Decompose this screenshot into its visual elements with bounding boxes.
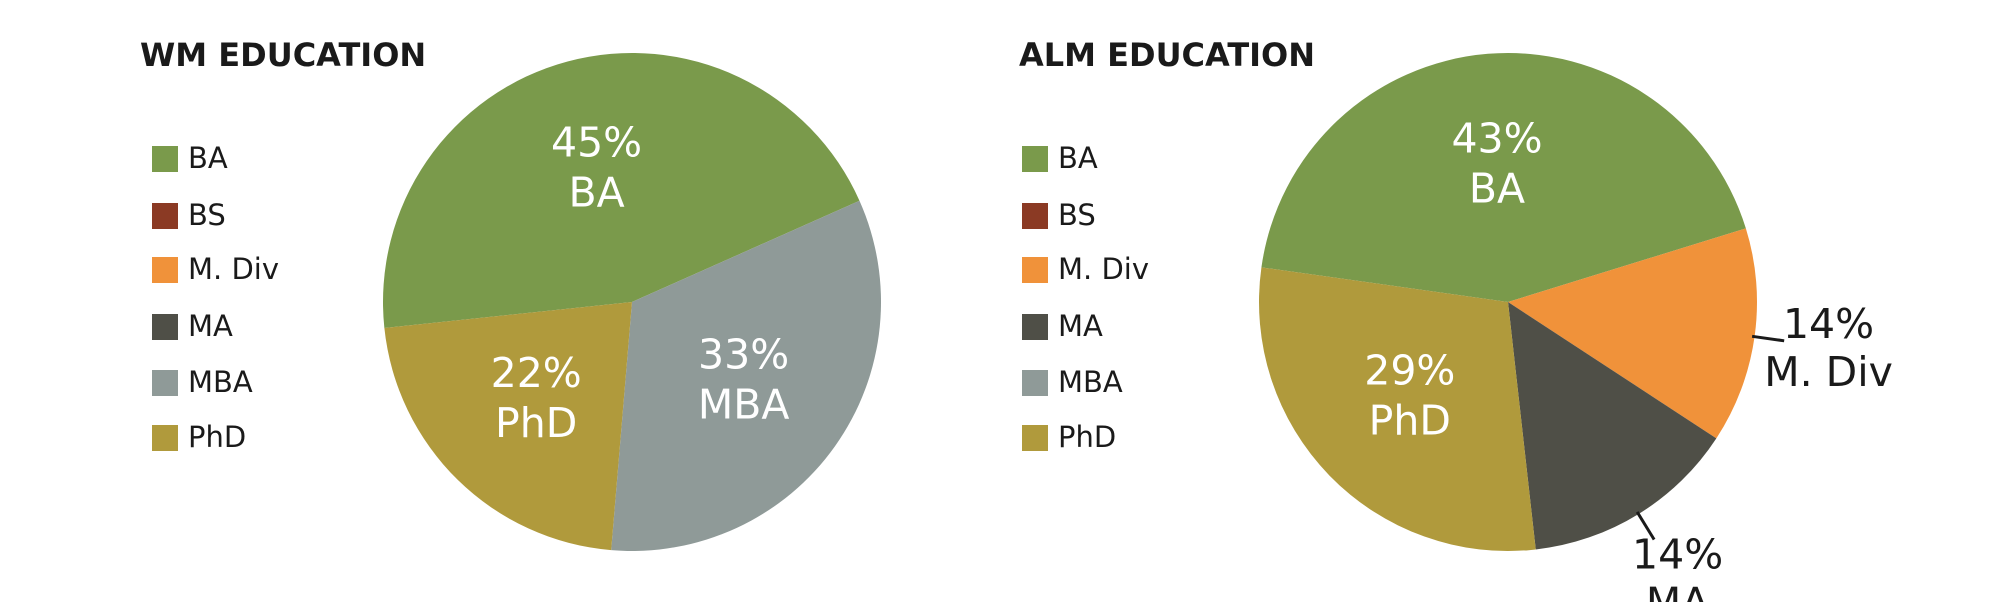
legend-swatch: [152, 257, 178, 283]
legend-swatch: [1022, 203, 1048, 229]
legend-label: MA: [188, 309, 233, 343]
pie-slice: [1259, 267, 1536, 552]
data-label: 43%: [1451, 114, 1542, 162]
legend-label: MBA: [188, 365, 253, 399]
chart-title: ALM EDUCATION: [1019, 36, 1315, 74]
data-label-name: BA: [568, 169, 624, 217]
data-label: 33%: [698, 330, 789, 378]
legend-label: PhD: [1058, 420, 1116, 454]
pie-slice: [383, 52, 860, 329]
chart-title: WM EDUCATION: [140, 36, 426, 74]
legend-swatch: [1022, 425, 1048, 451]
data-label: 14%: [1632, 531, 1723, 579]
pie-slice: [611, 200, 881, 551]
legend-label: M. Div: [1058, 252, 1149, 286]
data-label-name: MA: [1646, 579, 1709, 602]
legend-label: BS: [188, 198, 226, 232]
legend-label: MA: [1058, 309, 1103, 343]
pie-slice: [632, 200, 860, 302]
legend-swatch: [152, 370, 178, 396]
data-label-name: BA: [1469, 164, 1525, 212]
legend-swatch: [152, 203, 178, 229]
legend-swatch: [152, 425, 178, 451]
legend-label: BA: [1058, 141, 1098, 175]
data-label: 45%: [551, 119, 642, 167]
data-label: 14%: [1783, 300, 1874, 348]
legend-swatch: [1022, 257, 1048, 283]
legend-label: PhD: [188, 420, 246, 454]
data-label: 29%: [1364, 346, 1455, 394]
leader-line: [1751, 334, 1785, 343]
data-label: 22%: [491, 349, 582, 397]
data-label-name: MBA: [698, 380, 790, 428]
legend-swatch: [1022, 146, 1048, 172]
legend-swatch: [152, 146, 178, 172]
data-label-name: PhD: [495, 399, 577, 447]
legend-label: BA: [188, 141, 228, 175]
legend-swatch: [1022, 370, 1048, 396]
leader-line: [1635, 511, 1656, 541]
legend-label: BS: [1058, 198, 1096, 232]
data-label-name: M. Div: [1764, 348, 1893, 396]
data-label-name: PhD: [1369, 396, 1451, 444]
legend-swatch: [152, 314, 178, 340]
legend-label: MBA: [1058, 365, 1123, 399]
legend-label: M. Div: [188, 252, 279, 286]
pie-slice: [1508, 228, 1757, 439]
legend-swatch: [1022, 314, 1048, 340]
pie-slice: [1261, 53, 1746, 303]
pie-slice: [384, 302, 632, 551]
pie-slice: [1508, 302, 1717, 550]
